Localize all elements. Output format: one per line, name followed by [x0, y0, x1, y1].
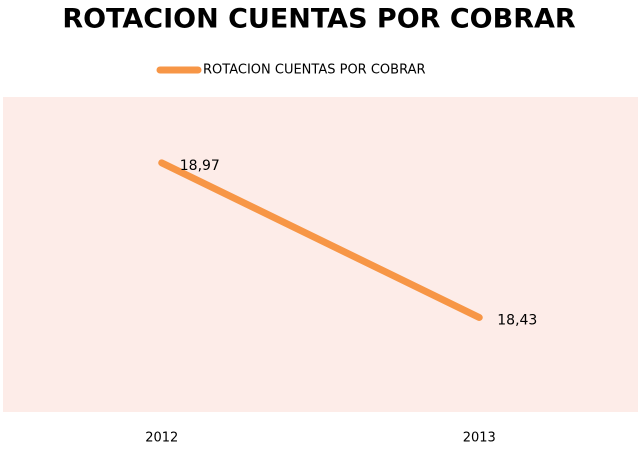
data-label: 18,43	[497, 313, 537, 329]
line	[158, 159, 483, 321]
x-tick-label: 2013	[463, 431, 496, 446]
plot-area	[3, 97, 638, 412]
chart-title: ROTACION CUENTAS POR COBRAR	[62, 4, 576, 35]
data-label: 18,97	[180, 158, 220, 174]
legend-label: ROTACION CUENTAS POR COBRAR	[203, 63, 426, 78]
x-tick-label: 2012	[145, 431, 178, 446]
